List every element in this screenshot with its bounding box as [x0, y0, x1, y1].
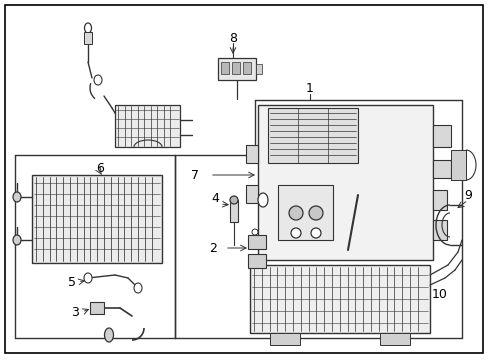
Bar: [115, 105, 180, 147]
Bar: [229, 200, 238, 222]
Bar: [267, 108, 357, 163]
Bar: [450, 150, 465, 180]
Bar: [256, 64, 262, 74]
Text: 8: 8: [228, 32, 237, 45]
Ellipse shape: [84, 23, 91, 33]
Text: 1: 1: [305, 81, 313, 95]
Text: 9: 9: [463, 189, 471, 202]
Bar: [432, 160, 450, 178]
Ellipse shape: [94, 75, 102, 85]
Ellipse shape: [288, 206, 303, 220]
Text: 3: 3: [71, 306, 79, 319]
Bar: [249, 265, 429, 333]
Bar: [221, 62, 228, 74]
Ellipse shape: [13, 192, 21, 202]
Ellipse shape: [251, 229, 258, 235]
Bar: [247, 254, 265, 268]
Ellipse shape: [310, 228, 320, 238]
Text: 7: 7: [191, 168, 199, 181]
Ellipse shape: [258, 193, 267, 207]
Text: 5: 5: [68, 275, 76, 288]
Text: 10: 10: [431, 288, 447, 302]
Ellipse shape: [104, 328, 113, 342]
Text: 4: 4: [211, 192, 219, 204]
Ellipse shape: [84, 273, 92, 283]
Bar: [245, 185, 258, 203]
Bar: [258, 105, 432, 260]
Bar: [278, 185, 332, 240]
Bar: [231, 62, 240, 74]
Bar: [269, 333, 299, 345]
Bar: [432, 220, 446, 240]
Bar: [432, 190, 446, 210]
Bar: [84, 32, 92, 44]
Text: 6: 6: [96, 162, 104, 175]
Bar: [432, 125, 450, 147]
Bar: [90, 302, 104, 314]
Bar: [379, 333, 409, 345]
Ellipse shape: [290, 228, 301, 238]
Bar: [218, 58, 256, 80]
Text: 2: 2: [209, 242, 217, 255]
Ellipse shape: [134, 283, 142, 293]
Ellipse shape: [308, 206, 323, 220]
Bar: [32, 175, 162, 263]
Bar: [243, 62, 250, 74]
Ellipse shape: [13, 235, 21, 245]
Bar: [245, 145, 258, 163]
Ellipse shape: [229, 196, 238, 204]
Bar: [247, 235, 265, 249]
